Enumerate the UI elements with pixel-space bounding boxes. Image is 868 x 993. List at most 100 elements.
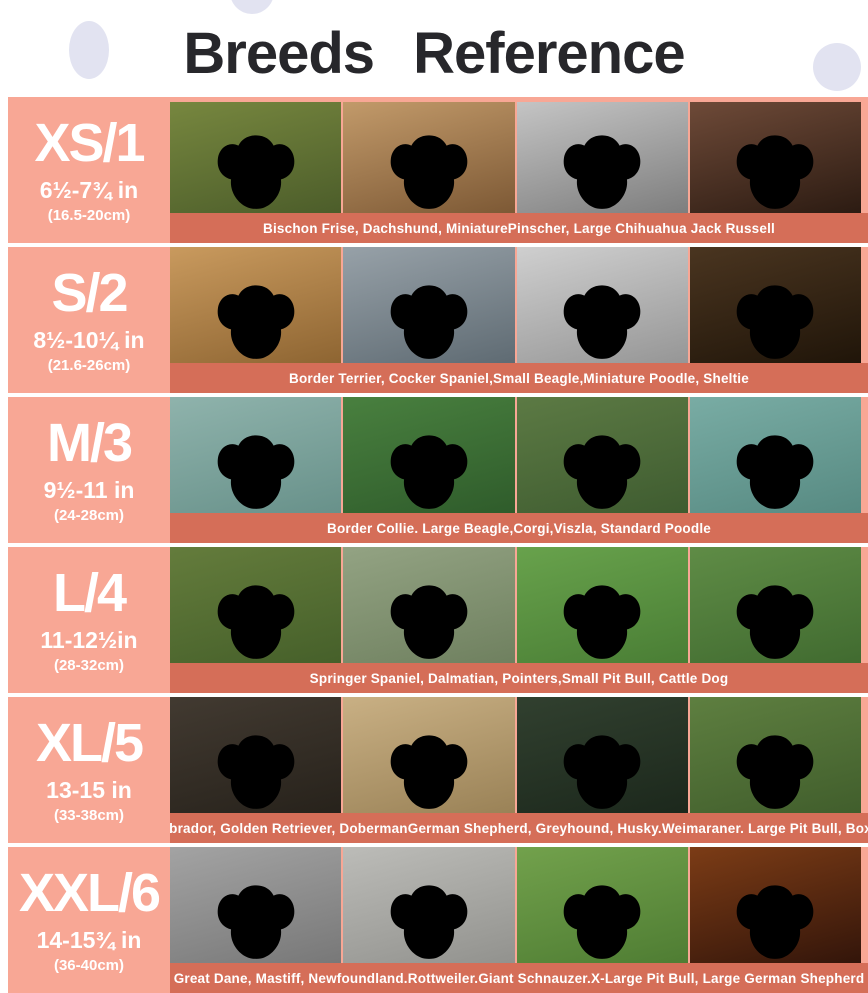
size-table: XS/1 6½-7¾ in (16.5-20cm) Bischon Frise,…	[8, 97, 868, 993]
photo-strip	[170, 847, 868, 963]
dog-head-icon	[385, 273, 473, 363]
photo-strip	[170, 697, 868, 813]
decorative-circle	[69, 21, 109, 79]
dog-head-icon	[212, 723, 300, 813]
dog-photo	[343, 547, 515, 663]
dog-head-icon	[212, 273, 300, 363]
size-code: XXL/6	[18, 863, 161, 923]
dog-photo	[689, 397, 861, 513]
dog-photo	[516, 247, 688, 363]
size-panel: M/3 9½-11 in (24-28cm)	[8, 397, 170, 543]
dog-head-icon	[558, 723, 646, 813]
dog-photo	[689, 247, 861, 363]
size-row-s2: S/2 8½-10¼ in (21.6-26cm) Border Terrier…	[8, 247, 868, 393]
size-inches: 13-15 in	[46, 777, 132, 803]
size-centimeters: (28-32cm)	[53, 657, 125, 674]
dog-head-icon	[731, 273, 819, 363]
size-inches: 11-12½in	[40, 627, 138, 653]
dog-head-icon	[558, 873, 646, 963]
dog-photo	[170, 697, 342, 813]
size-inches: 8½-10¼ in	[33, 327, 145, 353]
dog-photo	[343, 697, 515, 813]
dog-photo	[516, 102, 688, 213]
dog-photo	[170, 847, 342, 963]
size-panel: L/4 11-12½in (28-32cm)	[8, 547, 170, 693]
size-inches: 6½-7¾ in	[39, 177, 139, 203]
dog-photo	[516, 547, 688, 663]
dog-photo	[343, 397, 515, 513]
dog-head-icon	[385, 423, 473, 513]
dog-photo	[343, 247, 515, 363]
page-title: Breeds Reference	[183, 21, 685, 86]
dog-head-icon	[385, 873, 473, 963]
dog-photo	[170, 397, 342, 513]
breeds-caption: Bischon Frise, Dachshund, MiniaturePinsc…	[170, 213, 868, 243]
dog-head-icon	[731, 123, 819, 213]
dog-photo	[170, 547, 342, 663]
dog-photo	[689, 697, 861, 813]
dog-head-icon	[212, 873, 300, 963]
dog-head-icon	[212, 573, 300, 663]
dog-photo	[343, 847, 515, 963]
size-code: XS/1	[34, 113, 145, 173]
size-row-xl5: XL/5 13-15 in (33-38cm) Labrador, Golden…	[8, 697, 868, 843]
dog-photo	[343, 102, 515, 213]
dog-head-icon	[731, 573, 819, 663]
dog-photo	[516, 397, 688, 513]
dog-photo	[689, 547, 861, 663]
size-code: XL/5	[35, 713, 144, 773]
photos-column: Bischon Frise, Dachshund, MiniaturePinsc…	[170, 97, 868, 243]
size-row-m3: M/3 9½-11 in (24-28cm) Border Collie. La…	[8, 397, 868, 543]
photo-strip	[170, 547, 868, 663]
dog-head-icon	[731, 423, 819, 513]
dog-head-icon	[558, 423, 646, 513]
breeds-caption: Border Collie. Large Beagle,Corgi,Viszla…	[170, 513, 868, 543]
dog-head-icon	[731, 873, 819, 963]
photos-column: Labrador, Golden Retriever, DobermanGerm…	[170, 697, 868, 843]
size-centimeters: (24-28cm)	[53, 507, 125, 524]
dog-head-icon	[731, 723, 819, 813]
size-centimeters: (33-38cm)	[53, 807, 125, 824]
size-panel: XL/5 13-15 in (33-38cm)	[8, 697, 170, 843]
decorative-circle	[813, 43, 861, 91]
breeds-caption: Springer Spaniel, Dalmatian, Pointers,Sm…	[170, 663, 868, 693]
dog-head-icon	[385, 723, 473, 813]
dog-photo	[516, 847, 688, 963]
dog-head-icon	[558, 123, 646, 213]
dog-head-icon	[212, 123, 300, 213]
photos-column: Border Terrier, Cocker Spaniel,Small Bea…	[170, 247, 868, 393]
dog-photo	[689, 847, 861, 963]
breeds-caption: Great Dane, Mastiff, Newfoundland.Rottwe…	[170, 963, 868, 993]
size-centimeters: (21.6-26cm)	[47, 357, 131, 374]
size-inches: 14-15¾ in	[36, 927, 142, 953]
size-inches: 9½-11 in	[43, 477, 135, 503]
size-panel: XXL/6 14-15¾ in (36-40cm)	[8, 847, 170, 993]
decorative-circle	[230, 0, 274, 14]
photos-column: Great Dane, Mastiff, Newfoundland.Rottwe…	[170, 847, 868, 993]
photo-strip	[170, 397, 868, 513]
breeds-caption: Border Terrier, Cocker Spaniel,Small Bea…	[170, 363, 868, 393]
photos-column: Springer Spaniel, Dalmatian, Pointers,Sm…	[170, 547, 868, 693]
dog-head-icon	[558, 573, 646, 663]
size-row-xxl6: XXL/6 14-15¾ in (36-40cm) Great Dane, Ma…	[8, 847, 868, 993]
photo-strip	[170, 247, 868, 363]
size-code: S/2	[51, 263, 128, 323]
size-code: M/3	[46, 413, 133, 473]
size-centimeters: (16.5-20cm)	[47, 207, 131, 224]
dog-photo	[170, 247, 342, 363]
size-code: L/4	[52, 563, 127, 623]
dog-photo	[516, 697, 688, 813]
size-panel: S/2 8½-10¼ in (21.6-26cm)	[8, 247, 170, 393]
dog-head-icon	[385, 123, 473, 213]
dog-photo	[689, 102, 861, 213]
size-centimeters: (36-40cm)	[53, 957, 125, 974]
size-row-xs1: XS/1 6½-7¾ in (16.5-20cm) Bischon Frise,…	[8, 97, 868, 243]
size-panel: XS/1 6½-7¾ in (16.5-20cm)	[8, 97, 170, 243]
dog-head-icon	[385, 573, 473, 663]
dog-head-icon	[558, 273, 646, 363]
breeds-caption: Labrador, Golden Retriever, DobermanGerm…	[170, 813, 868, 843]
photos-column: Border Collie. Large Beagle,Corgi,Viszla…	[170, 397, 868, 543]
dog-photo	[170, 102, 342, 213]
size-row-l4: L/4 11-12½in (28-32cm) Springer Spaniel,…	[8, 547, 868, 693]
photo-strip	[170, 97, 868, 213]
